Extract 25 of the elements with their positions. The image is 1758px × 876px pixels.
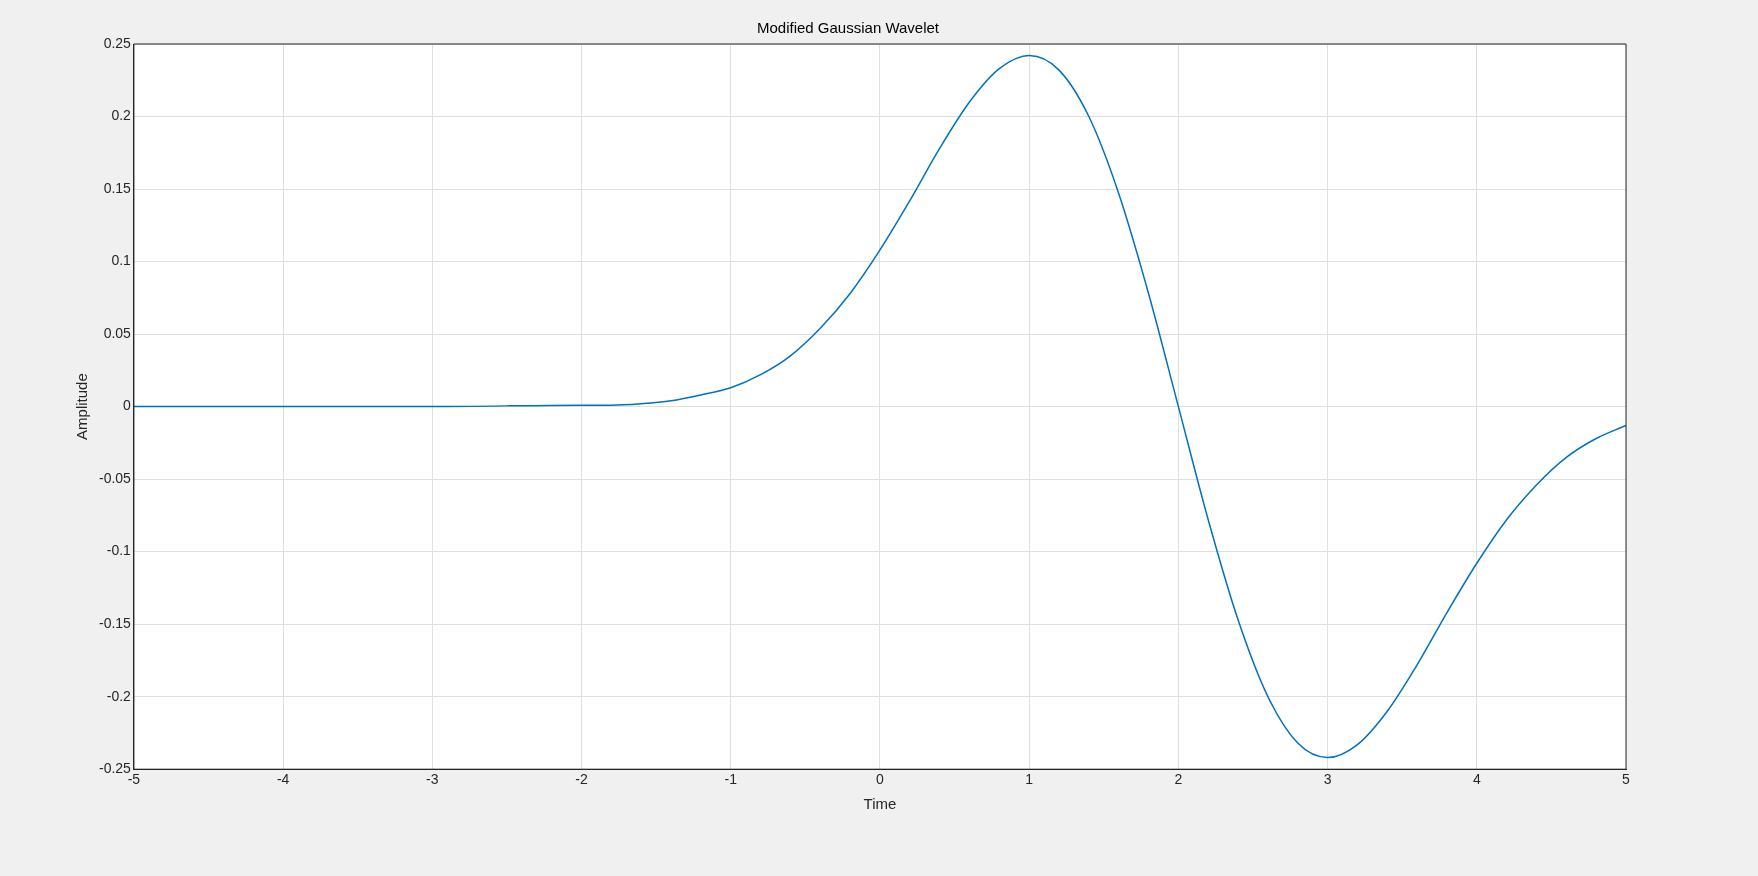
y-tick-label: 0 — [123, 397, 132, 414]
x-tick-label: -3 — [426, 771, 439, 788]
chart-title: Modified Gaussian Wavelet — [756, 19, 940, 37]
y-axis-title: Amplitude — [73, 373, 91, 440]
y-tick-label: 0.1 — [111, 252, 132, 269]
x-tick-label: 2 — [1174, 771, 1183, 788]
x-tick-label: 4 — [1472, 771, 1481, 788]
x-axis-title: Time — [863, 795, 897, 813]
x-tick-label: 3 — [1323, 771, 1332, 788]
y-tick-label: -0.15 — [98, 615, 132, 632]
x-tick-label: 0 — [876, 771, 885, 788]
y-tick-label: 0.2 — [111, 107, 132, 124]
x-tick-label: -1 — [724, 771, 738, 788]
x-tick-label: -4 — [276, 771, 290, 788]
y-tick-label: 0.25 — [103, 34, 132, 51]
y-tick-label: -0.25 — [98, 760, 132, 777]
y-tick-label: 0.15 — [103, 179, 132, 196]
x-tick-label: -2 — [575, 771, 588, 788]
line-series — [133, 54, 1626, 759]
y-tick-label: -0.1 — [106, 542, 132, 559]
y-tick-label: -0.2 — [106, 687, 132, 704]
x-tick-label: 1 — [1025, 771, 1034, 788]
y-tick-label: 0.05 — [103, 324, 132, 341]
x-tick-label: 5 — [1622, 771, 1631, 788]
y-tick-label: -0.05 — [98, 469, 132, 486]
